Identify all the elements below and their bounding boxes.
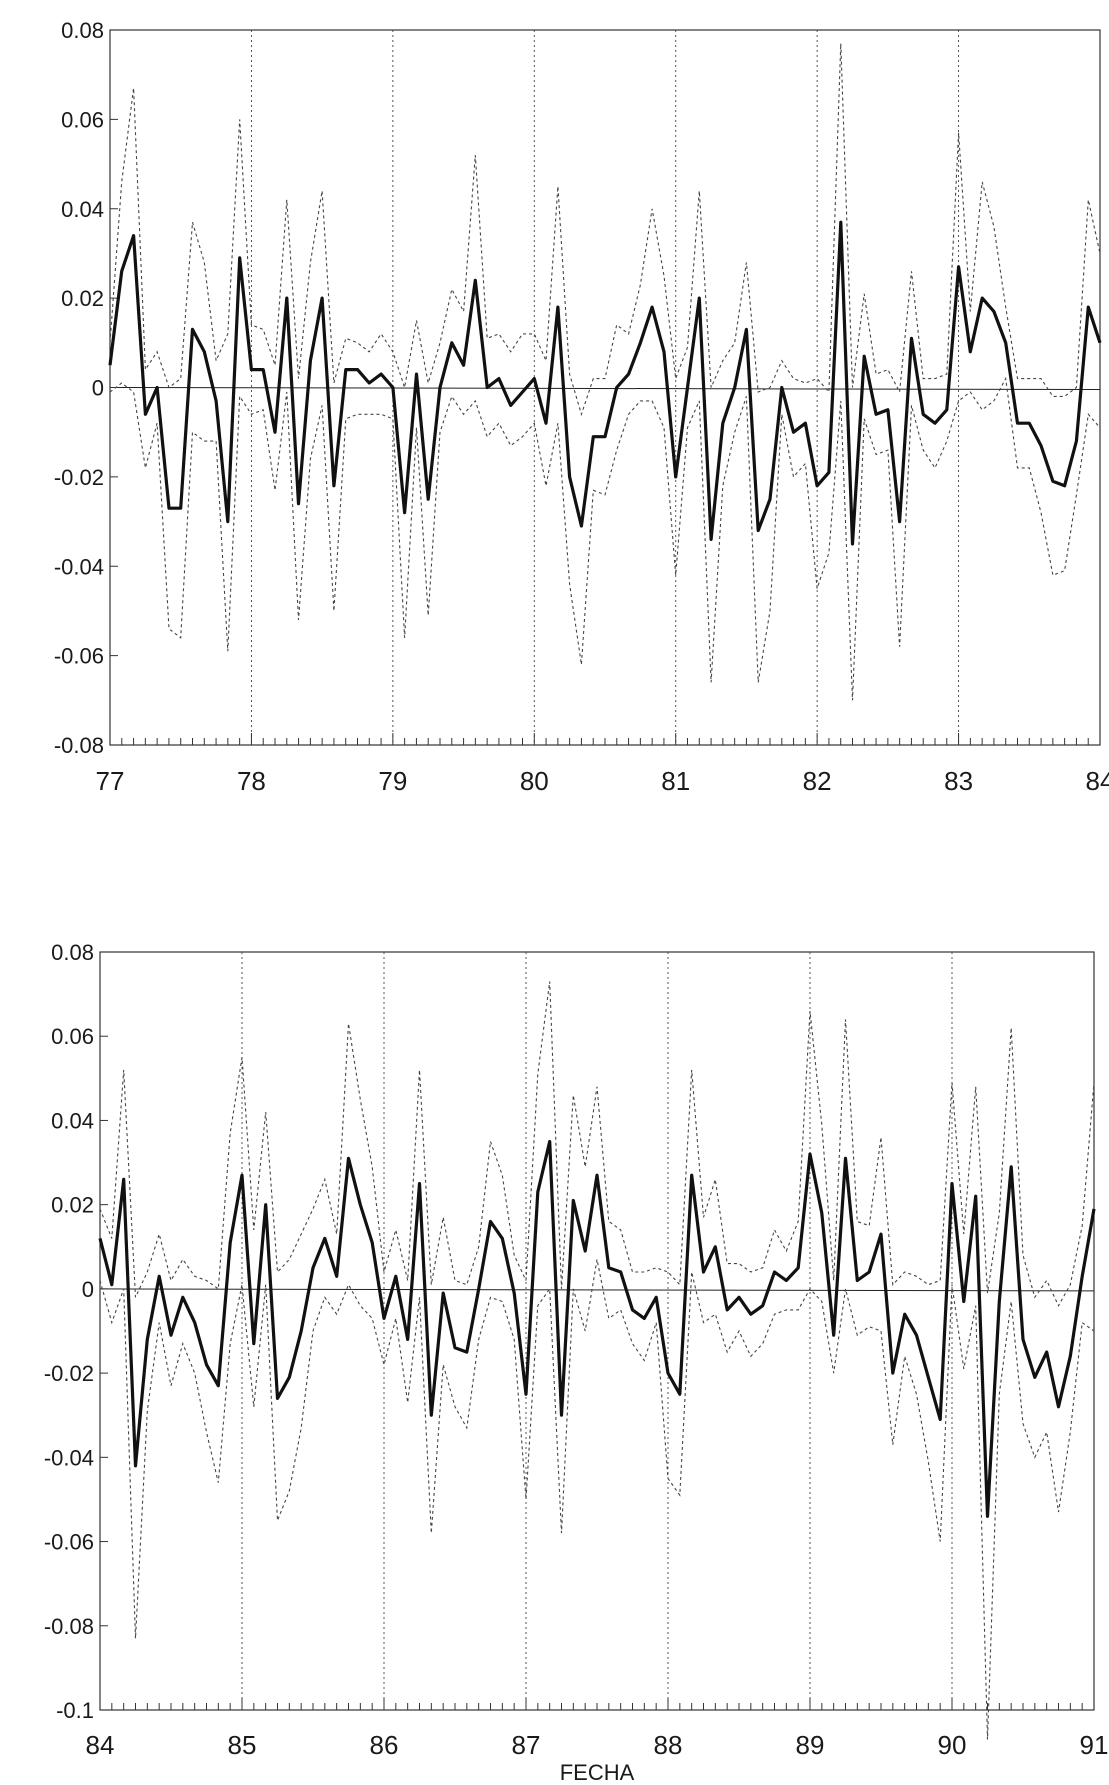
- y-tick-label: -0.02: [54, 465, 104, 490]
- x-tick-label: 85: [228, 1730, 257, 1760]
- x-tick-label: 78: [237, 766, 266, 796]
- y-tick-label: -0.02: [44, 1361, 94, 1386]
- y-tick-label: 0.04: [51, 1108, 94, 1133]
- series-line-lower-band: [99, 1259, 1095, 1740]
- y-tick-label: 0.08: [61, 18, 104, 43]
- y-tick-label: -0.06: [44, 1530, 94, 1555]
- y-tick-label: -0.04: [54, 554, 104, 579]
- x-tick-label: 84: [86, 1730, 115, 1760]
- y-tick-label: 0: [92, 376, 104, 401]
- y-tick-label: -0.08: [54, 733, 104, 758]
- chart-panel-top: 0.08 0.06 0.04 0.02 0 -0.02 -0.04 -0.06 -0.08 77 7…: [54, 18, 1109, 796]
- y-tick-label: -0.1: [56, 1698, 94, 1723]
- x-tick-label: 80: [520, 766, 549, 796]
- x-tick-label: 82: [803, 766, 832, 796]
- x-tick-label: 83: [944, 766, 973, 796]
- chart-panel-bottom: 0.08 0.06 0.04 0.02 0 -0.02 -0.04 -0.06 -0.08 -0.…: [44, 940, 1109, 1785]
- x-tick-label: 87: [512, 1730, 541, 1760]
- x-tick-label: 89: [796, 1730, 825, 1760]
- x-tick-label: 86: [370, 1730, 399, 1760]
- series-line-estimate: [98, 1139, 1096, 1518]
- series-line-upper-band: [109, 43, 1101, 417]
- y-tick-label: -0.08: [44, 1614, 94, 1639]
- y-tick-label: -0.04: [44, 1445, 94, 1470]
- y-tick-label: 0.06: [61, 107, 104, 132]
- series-line-estimate: [108, 220, 1102, 546]
- x-tick-label: 90: [938, 1730, 967, 1760]
- y-tick-label: 0: [82, 1277, 94, 1302]
- y-tick-label: 0.02: [51, 1193, 94, 1218]
- x-tick-label: 81: [661, 766, 690, 796]
- y-tick-label: 0.08: [51, 940, 94, 965]
- x-tick-label: 77: [96, 766, 125, 796]
- x-axis-title: FECHA: [560, 1760, 635, 1785]
- series-line-lower-band: [109, 376, 1101, 701]
- y-tick-label: 0.06: [51, 1024, 94, 1049]
- x-tick-label: 84: [1086, 766, 1109, 796]
- x-tick-label: 88: [654, 1730, 683, 1760]
- x-tick-label: 79: [378, 766, 407, 796]
- x-tick-label: 91: [1080, 1730, 1109, 1760]
- zero-line: [109, 387, 1101, 390]
- y-tick-label: -0.06: [54, 644, 104, 669]
- series-line-upper-band: [99, 981, 1095, 1307]
- y-tick-label: 0.04: [61, 197, 104, 222]
- y-tick-label: 0.02: [61, 286, 104, 311]
